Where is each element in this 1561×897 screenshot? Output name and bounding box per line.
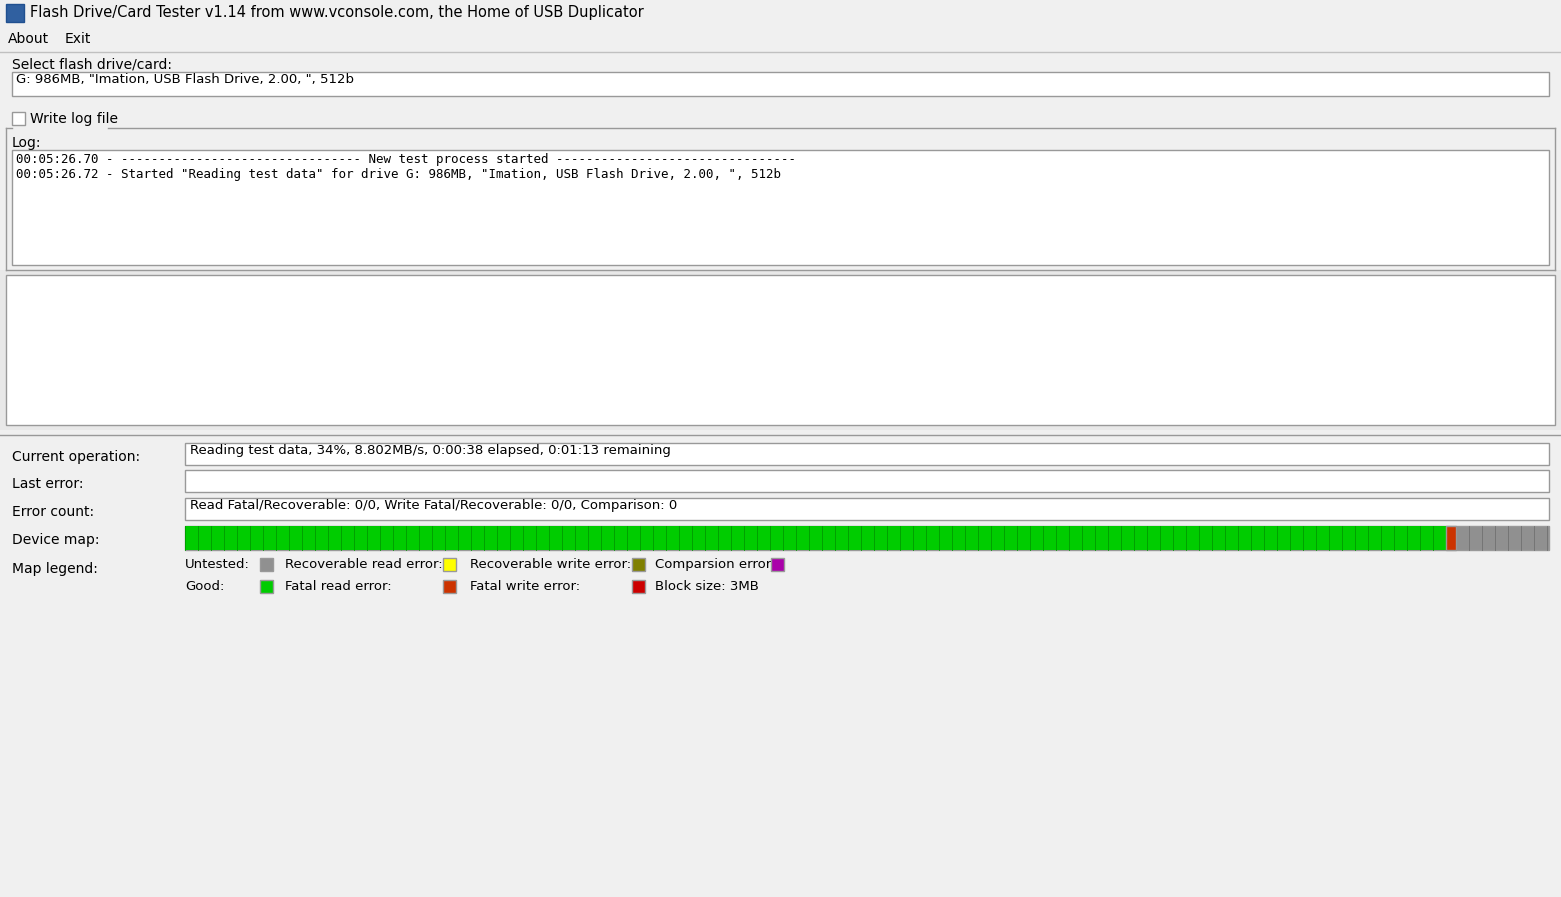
Bar <box>12 72 1549 96</box>
Bar <box>12 150 1549 265</box>
Text: Untested:: Untested: <box>186 558 250 571</box>
Text: G: 986MB, "Imation, USB Flash Drive, 2.00, ", 512b: G: 986MB, "Imation, USB Flash Drive, 2.0… <box>16 73 354 86</box>
Text: 00:05:26.72 - Started "Reading test data" for drive G: 986MB, "Imation, USB Flas: 00:05:26.72 - Started "Reading test data… <box>16 168 780 181</box>
Bar <box>0 0 1561 28</box>
Text: Last error:: Last error: <box>12 477 83 491</box>
Text: Select flash drive/card:: Select flash drive/card: <box>12 57 172 71</box>
Text: Fatal read error:: Fatal read error: <box>286 580 392 593</box>
Text: 00:05:26.70 - -------------------------------- New test process started --------: 00:05:26.70 - --------------------------… <box>16 153 796 166</box>
Bar <box>186 443 1549 465</box>
Bar <box>632 580 645 593</box>
Bar <box>261 558 273 571</box>
Bar <box>443 558 456 571</box>
Text: Good:: Good: <box>186 580 225 593</box>
Bar <box>12 112 25 125</box>
Text: Comparsion error:: Comparsion error: <box>656 558 776 571</box>
Bar <box>186 498 1549 520</box>
Bar <box>6 275 1555 425</box>
Text: Error count:: Error count: <box>12 505 94 519</box>
Bar <box>6 4 23 22</box>
Bar <box>186 526 1445 550</box>
Text: Map legend:: Map legend: <box>12 562 98 576</box>
Text: Fatal write error:: Fatal write error: <box>470 580 581 593</box>
Text: Read Fatal/Recoverable: 0/0, Write Fatal/Recoverable: 0/0, Comparison: 0: Read Fatal/Recoverable: 0/0, Write Fatal… <box>190 499 677 512</box>
Bar <box>632 558 645 571</box>
Text: About: About <box>8 32 48 46</box>
Text: Flash Drive/Card Tester v1.14 from www.vconsole.com, the Home of USB Duplicator: Flash Drive/Card Tester v1.14 from www.v… <box>30 5 643 20</box>
Bar <box>443 580 456 593</box>
Text: Device map:: Device map: <box>12 533 100 547</box>
Text: Current operation:: Current operation: <box>12 450 140 464</box>
Bar <box>771 558 784 571</box>
Text: Reading test data, 34%, 8.802MB/s, 0:00:38 elapsed, 0:01:13 remaining: Reading test data, 34%, 8.802MB/s, 0:00:… <box>190 444 671 457</box>
Bar <box>1445 526 1456 550</box>
Bar <box>186 526 1549 550</box>
Text: Recoverable write error:: Recoverable write error: <box>470 558 631 571</box>
Text: Recoverable read error:: Recoverable read error: <box>286 558 443 571</box>
Text: Exit: Exit <box>66 32 92 46</box>
Bar <box>186 470 1549 492</box>
Bar <box>261 580 273 593</box>
Bar <box>0 270 1561 430</box>
Text: Block size: 3MB: Block size: 3MB <box>656 580 759 593</box>
Text: Write log file: Write log file <box>30 112 119 126</box>
Text: Log:: Log: <box>12 136 42 150</box>
